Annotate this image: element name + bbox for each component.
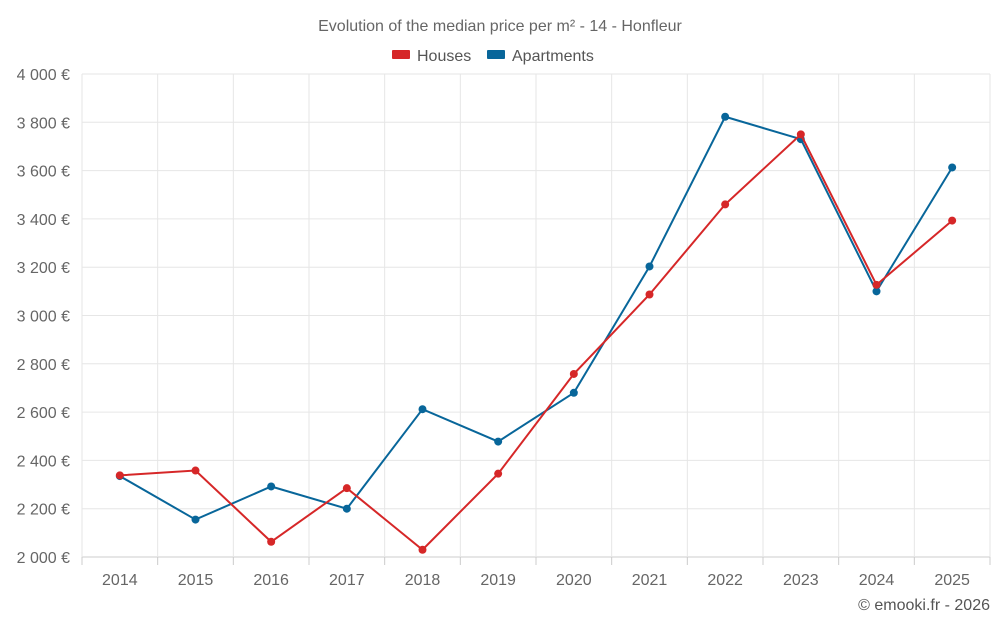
data-point-apartments[interactable] [267, 482, 276, 491]
data-point-apartments[interactable] [494, 437, 503, 446]
data-point-apartments[interactable] [569, 388, 578, 397]
y-tick-label: 2 000 € [17, 550, 70, 567]
data-point-houses[interactable] [494, 469, 503, 478]
x-tick-label: 2025 [934, 572, 970, 589]
data-point-houses[interactable] [872, 280, 881, 289]
legend: Houses Apartments [392, 48, 594, 65]
y-tick-label: 2 800 € [17, 357, 70, 374]
series [115, 112, 957, 554]
x-tick-label: 2018 [405, 572, 441, 589]
data-point-houses[interactable] [796, 130, 805, 139]
y-tick-label: 2 600 € [17, 405, 70, 422]
data-point-apartments[interactable] [948, 163, 957, 172]
data-point-houses[interactable] [115, 471, 124, 480]
x-tick-label: 2023 [783, 572, 819, 589]
x-tick-label: 2016 [253, 572, 289, 589]
x-tick-label: 2024 [859, 572, 895, 589]
x-tick-label: 2022 [707, 572, 743, 589]
grid [81, 73, 991, 565]
series-line-houses [119, 132, 953, 552]
data-point-apartments[interactable] [418, 405, 427, 414]
data-point-houses[interactable] [342, 484, 351, 493]
legend-label-houses: Houses [417, 48, 471, 65]
y-tick-label: 3 800 € [17, 115, 70, 132]
legend-label-apartments: Apartments [512, 48, 594, 65]
x-axis-ticks: 2014 2015 2016 2017 2018 2019 2020 2021 2022 2023… [102, 572, 970, 589]
x-tick-label: 2021 [632, 572, 668, 589]
y-tick-label: 4 000 € [17, 67, 70, 84]
y-tick-label: 3 400 € [17, 212, 70, 229]
x-tick-label: 2019 [480, 572, 516, 589]
data-point-apartments[interactable] [645, 262, 654, 271]
data-point-apartments[interactable] [721, 112, 730, 121]
y-tick-label: 2 400 € [17, 453, 70, 470]
legend-swatch-houses [392, 50, 410, 59]
data-point-houses[interactable] [948, 216, 957, 225]
credit-text: © emooki.fr - 2026 [858, 597, 990, 614]
series-line-apartments [119, 115, 954, 521]
legend-item-houses[interactable]: Houses [392, 48, 471, 65]
legend-swatch-apartments [487, 50, 505, 59]
data-point-apartments[interactable] [342, 504, 351, 513]
x-tick-label: 2015 [178, 572, 214, 589]
data-point-houses[interactable] [645, 290, 654, 299]
data-point-apartments[interactable] [872, 287, 881, 296]
y-axis-ticks: 2 000 € 2 200 € 2 400 € 2 600 € 2 800 € 3 000… [17, 67, 70, 567]
data-point-houses[interactable] [418, 545, 427, 554]
x-tick-label: 2014 [102, 572, 138, 589]
y-tick-label: 3 600 € [17, 164, 70, 181]
data-point-houses[interactable] [267, 537, 276, 546]
legend-item-apartments[interactable]: Apartments [487, 48, 594, 65]
data-point-apartments[interactable] [191, 515, 200, 524]
chart-title: Evolution of the median price per m² - 1… [318, 18, 682, 35]
data-point-houses[interactable] [191, 466, 200, 475]
x-tick-label: 2017 [329, 572, 365, 589]
series-houses [115, 130, 957, 554]
data-point-houses[interactable] [569, 369, 578, 378]
x-tick-label: 2020 [556, 572, 592, 589]
data-point-houses[interactable] [721, 200, 730, 209]
y-tick-label: 3 200 € [17, 260, 70, 277]
y-tick-label: 3 000 € [17, 309, 70, 326]
y-tick-label: 2 200 € [17, 502, 70, 519]
